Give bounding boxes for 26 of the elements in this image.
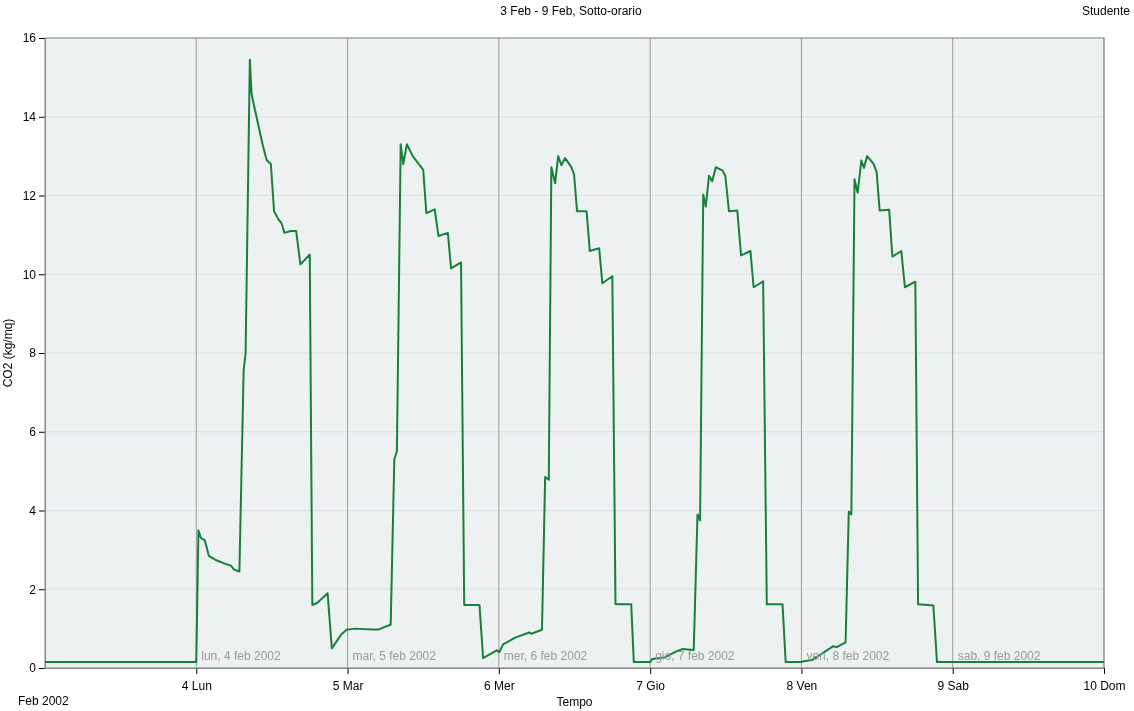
y-tick-label: 14 — [22, 110, 37, 125]
x-tick-label: 5 Mar — [332, 679, 364, 694]
x-axis-title: Tempo — [556, 695, 593, 709]
x-tick-label: 6 Mer — [484, 679, 515, 694]
y-tick-label: 4 — [29, 503, 37, 518]
line-series — [44, 58, 1105, 664]
text: Feb 2002 — [18, 694, 70, 708]
y-tick-label: 12 — [22, 188, 37, 203]
y-tick-label: 10 — [22, 267, 37, 282]
chart-title: 3 Feb - 9 Feb, Sotto-orario — [500, 4, 643, 18]
y-axis-title: CO2 (kg/mq) — [1, 318, 15, 388]
x-tick-label: 7 Gio — [636, 679, 666, 694]
x-tick-label: 10 Dom — [1083, 679, 1126, 694]
y-tick-label: 8 — [29, 346, 37, 361]
text: Studente — [1081, 4, 1131, 18]
y-tick-label: 16 — [22, 31, 37, 46]
x-tick-label: 4 Lun — [181, 679, 212, 694]
x-tick-label: 9 Sab — [937, 679, 970, 694]
y-tick-label: 2 — [29, 582, 37, 597]
x-tick-label: 8 Ven — [786, 679, 818, 694]
annotation: mer, 6 feb 2002 — [503, 649, 588, 663]
y-tick-label: 6 — [29, 425, 37, 440]
y-tick-label: 0 — [29, 661, 37, 676]
annotation: mar, 5 feb 2002 — [352, 649, 437, 663]
annotation: sab, 9 feb 2002 — [957, 649, 1041, 663]
annotation: lun, 4 feb 2002 — [201, 649, 282, 663]
